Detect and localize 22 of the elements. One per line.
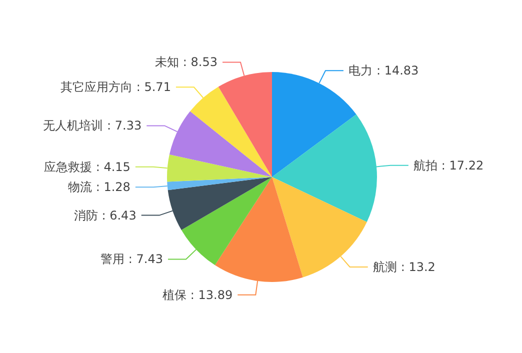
data-label: : 13.89 <box>190 288 233 302</box>
data-label: : 8.53 <box>182 55 218 70</box>
slice-label: 消防 <box>74 208 98 222</box>
slice-label: 其它应用方向 <box>60 80 132 94</box>
data-label: : 6.43 <box>102 208 136 222</box>
slice-label: 植保 <box>162 288 186 302</box>
data-label: : 17.22 <box>441 158 484 172</box>
slice-label: 物流 <box>68 180 92 194</box>
data-label: : 4.15 <box>96 160 130 174</box>
data-label: : 7.43 <box>128 252 163 266</box>
slice-label: 电力 <box>348 64 372 78</box>
data-label: : 1.28 <box>96 180 130 194</box>
data-label: : 5.71 <box>136 80 171 94</box>
slice-label: 警用 <box>100 252 124 266</box>
slice-label: 无人机培训 <box>43 118 104 133</box>
data-label: : 7.33 <box>107 118 142 133</box>
data-label: : 14.83 <box>376 64 419 78</box>
data-label: : 13.2 <box>400 260 436 274</box>
slice-label: 航拍 <box>413 158 438 172</box>
slice-label: 未知 <box>154 55 179 70</box>
slice-label: 应急救援 <box>44 160 92 174</box>
slice-label: 航测 <box>372 260 397 274</box>
